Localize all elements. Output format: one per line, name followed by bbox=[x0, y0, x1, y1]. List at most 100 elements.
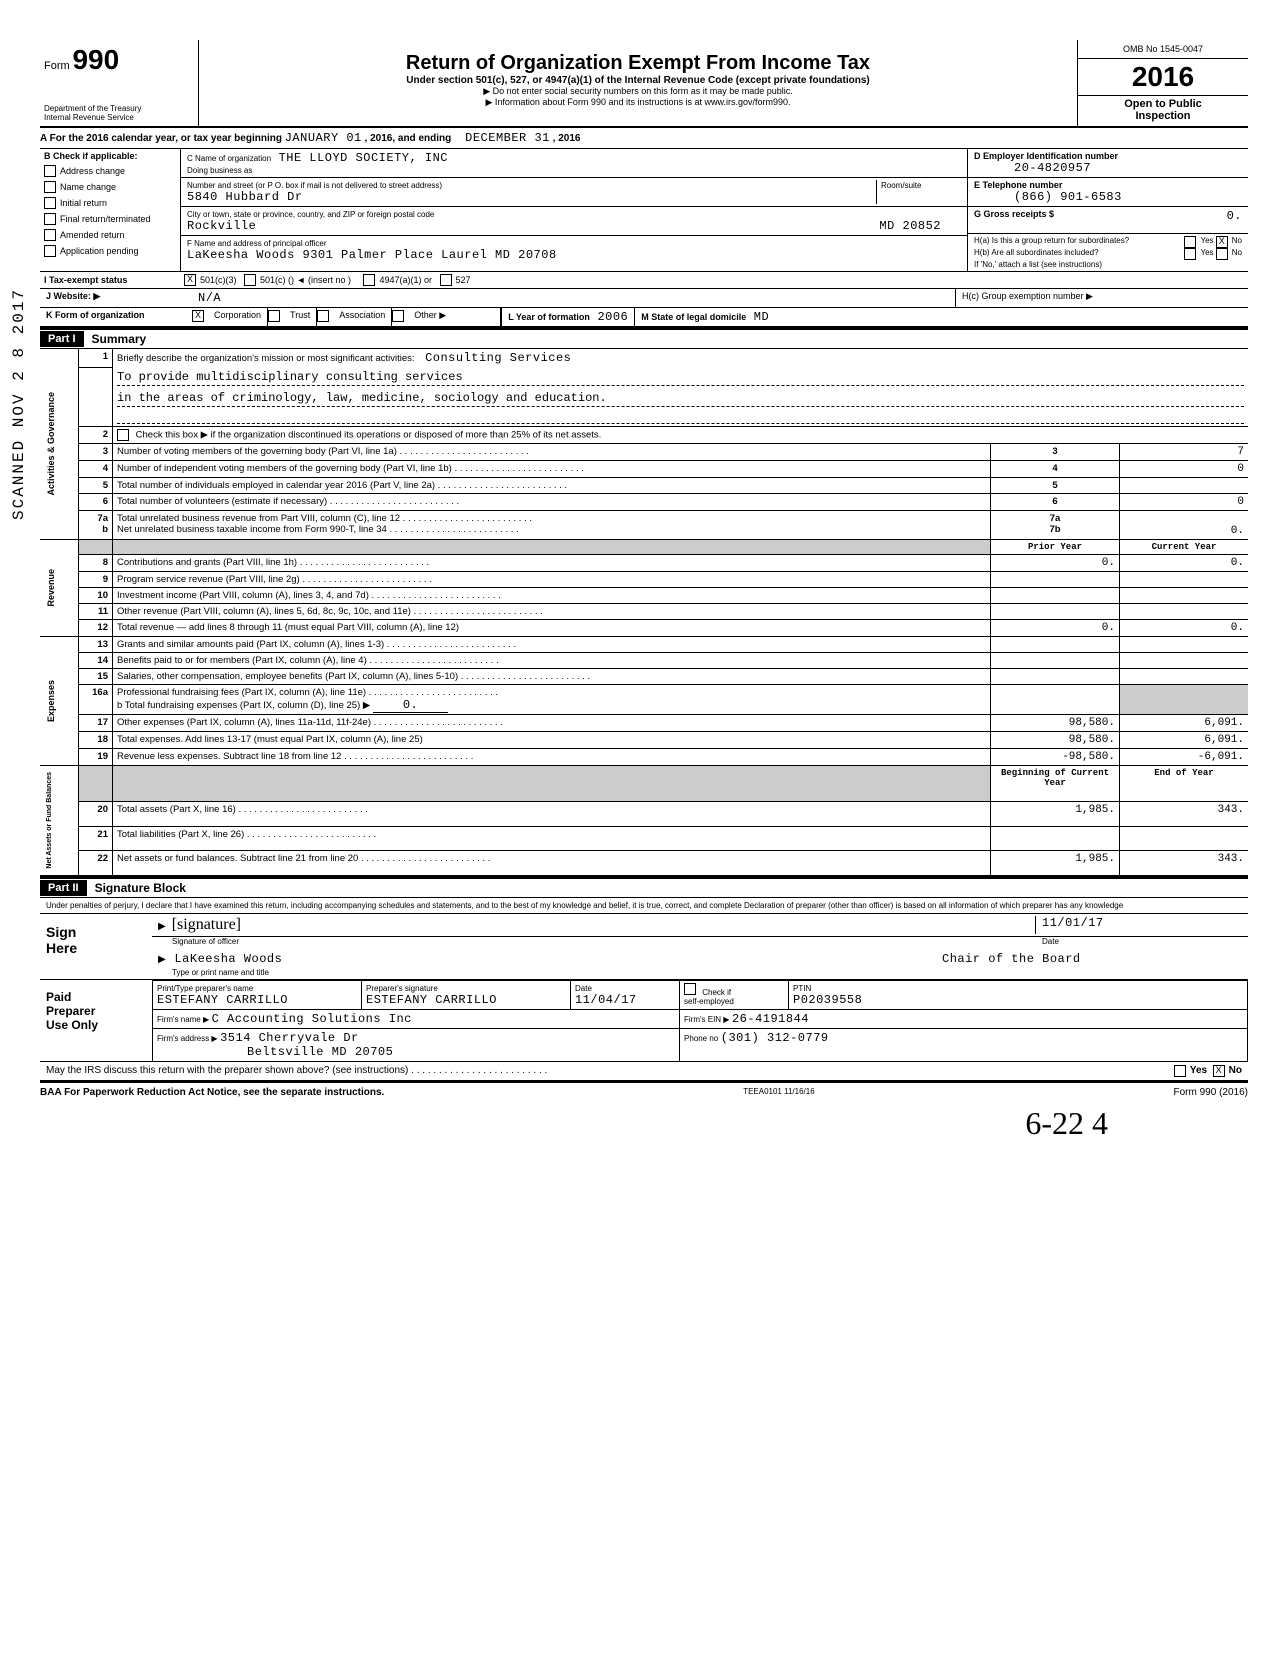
beg-year-hdr: Beginning of Current Year bbox=[991, 766, 1120, 802]
side-activities: Activities & Governance bbox=[44, 388, 58, 500]
sign-date: 11/01/17 bbox=[1042, 916, 1104, 930]
side-netassets: Net Assets or Fund Balances bbox=[44, 768, 55, 873]
line3: Number of voting members of the governin… bbox=[117, 446, 397, 457]
ha-label: H(a) Is this a group return for subordin… bbox=[974, 236, 1184, 248]
footer: BAA For Paperwork Reduction Act Notice, … bbox=[40, 1082, 1248, 1102]
hb-yes-chk[interactable] bbox=[1184, 248, 1196, 260]
discuss-no-chk[interactable]: X bbox=[1213, 1065, 1225, 1077]
v6: 0 bbox=[1120, 494, 1249, 511]
irs-discuss-row: May the IRS discuss this return with the… bbox=[40, 1062, 1248, 1082]
right-info-block: D Employer Identification number 20-4820… bbox=[967, 149, 1248, 271]
m-label: M State of legal domicile bbox=[641, 312, 746, 322]
chk-initial-return[interactable]: Initial return bbox=[40, 195, 180, 211]
header-right: OMB No 1545-0047 2016 Open to Public Ins… bbox=[1077, 40, 1248, 126]
b-header: B Check if applicable: bbox=[40, 149, 180, 163]
header-left: Form 990 Department of the Treasury Inte… bbox=[40, 40, 199, 126]
501c-chk[interactable] bbox=[244, 274, 256, 286]
part-i-header: Part I Summary bbox=[40, 328, 1248, 349]
v7b: 0. bbox=[1231, 525, 1244, 537]
form-990-page: SCANNED NOV 2 8 2017 Form 990 Department… bbox=[40, 40, 1248, 1102]
ein-value: 20-4820957 bbox=[974, 161, 1091, 175]
501c3-chk[interactable]: X bbox=[184, 274, 196, 286]
paid-preparer-block: Paid Preparer Use Only Print/Type prepar… bbox=[40, 980, 1248, 1062]
officer-signature[interactable]: [signature] bbox=[158, 916, 1035, 934]
row-i-exempt-status: I Tax-exempt status X501(c)(3) 501(c) ( … bbox=[40, 272, 1248, 289]
line6: Total number of volunteers (estimate if … bbox=[117, 496, 327, 507]
row-a-tax-year: A For the 2016 calendar year, or tax yea… bbox=[40, 128, 1248, 149]
4947-chk[interactable] bbox=[363, 274, 375, 286]
side-expenses: Expenses bbox=[44, 676, 58, 726]
phone-value: (866) 901-6583 bbox=[974, 190, 1122, 204]
check-if-applicable: B Check if applicable: Address change Na… bbox=[40, 149, 181, 271]
trust-chk[interactable] bbox=[268, 310, 280, 322]
other-chk[interactable] bbox=[392, 310, 404, 322]
part-i-title: Summary bbox=[84, 330, 155, 348]
header-center: Return of Organization Exempt From Incom… bbox=[199, 40, 1077, 126]
firm-addr: 3514 Cherryvale Dr bbox=[220, 1031, 359, 1045]
k-label: K Form of organization bbox=[40, 308, 192, 326]
hb-note: If 'No,' attach a list (see instructions… bbox=[974, 260, 1242, 269]
footer-right: Form 990 (2016) bbox=[1174, 1087, 1248, 1098]
part-ii-badge: Part II bbox=[40, 880, 87, 896]
tax-year-end: DECEMBER 31 bbox=[465, 131, 550, 145]
form-word: Form bbox=[44, 60, 70, 72]
sig-label: Signature of officer bbox=[172, 937, 1042, 946]
scanned-stamp: SCANNED NOV 2 8 2017 bbox=[10, 288, 28, 520]
city-label: City or town, state or province, country… bbox=[187, 210, 434, 219]
row-j-website: J Website: ▶ N/A H(c) Group exemption nu… bbox=[40, 289, 1248, 308]
line1-label: Briefly describe the organization's miss… bbox=[117, 353, 415, 364]
sign-here-block: Sign Here [signature] 11/01/17 Signature… bbox=[40, 914, 1248, 980]
mission-line2: in the areas of criminology, law, medici… bbox=[117, 390, 1244, 407]
dba-label: Doing business as bbox=[187, 166, 252, 175]
form-subtitle: Under section 501(c), 527, or 4947(a)(1)… bbox=[209, 75, 1067, 86]
form-header: Form 990 Department of the Treasury Inte… bbox=[40, 40, 1248, 128]
chk-name-change[interactable]: Name change bbox=[40, 179, 180, 195]
omb-number: OMB No 1545-0047 bbox=[1078, 40, 1248, 59]
firm-name: C Accounting Solutions Inc bbox=[212, 1012, 412, 1026]
line2: Check this box ▶ if the organization dis… bbox=[136, 430, 602, 441]
corp-chk[interactable]: X bbox=[192, 310, 204, 322]
row-a-label: A For the 2016 calendar year, or tax yea… bbox=[40, 133, 282, 144]
entity-info-block: B Check if applicable: Address change Na… bbox=[40, 149, 1248, 272]
row-a-mid: , 2016, and ending bbox=[365, 133, 452, 144]
tax-year-begin: JANUARY 01 bbox=[285, 131, 362, 145]
part-i-badge: Part I bbox=[40, 331, 84, 347]
state-zip: MD 20852 bbox=[879, 219, 941, 233]
officer-name: LaKeesha Woods bbox=[174, 952, 282, 966]
side-revenue: Revenue bbox=[44, 565, 58, 611]
name-label: Type or print name and title bbox=[152, 968, 1248, 979]
dept-treasury: Department of the Treasury Internal Reve… bbox=[44, 104, 194, 122]
addr-label: Number and street (or P O. box if mail i… bbox=[187, 181, 442, 190]
v4: 0 bbox=[1120, 461, 1249, 478]
chk-app-pending[interactable]: Application pending bbox=[40, 243, 180, 259]
discuss-yes-chk[interactable] bbox=[1174, 1065, 1186, 1077]
chk-address-change[interactable]: Address change bbox=[40, 163, 180, 179]
street-address: 5840 Hubbard Dr bbox=[187, 190, 303, 204]
hb-no-chk[interactable] bbox=[1216, 248, 1228, 260]
chk-amended[interactable]: Amended return bbox=[40, 227, 180, 243]
line7a: Total unrelated business revenue from Pa… bbox=[117, 513, 400, 524]
line4: Number of independent voting members of … bbox=[117, 463, 452, 474]
f-label: F Name and address of principal officer bbox=[187, 239, 326, 248]
ha-yes-chk[interactable] bbox=[1184, 236, 1196, 248]
tax-year: 2016 bbox=[1078, 59, 1248, 96]
g-label: G Gross receipts $ bbox=[974, 209, 1054, 231]
527-chk[interactable] bbox=[440, 274, 452, 286]
date-label: Date bbox=[1042, 937, 1242, 946]
part-ii-title: Signature Block bbox=[87, 879, 194, 897]
hc-label: H(c) Group exemption number ▶ bbox=[955, 289, 1248, 307]
open-to-public: Open to Public Inspection bbox=[1078, 96, 1248, 124]
assoc-chk[interactable] bbox=[317, 310, 329, 322]
chk-final-return[interactable]: Final return/terminated bbox=[40, 211, 180, 227]
room-label: Room/suite bbox=[881, 181, 921, 190]
i-label: I Tax-exempt status bbox=[44, 275, 184, 285]
footer-left: BAA For Paperwork Reduction Act Notice, … bbox=[40, 1087, 384, 1098]
end-year-hdr: End of Year bbox=[1120, 766, 1249, 802]
paid-prep-label: Paid Preparer Use Only bbox=[40, 980, 152, 1061]
ha-no-chk[interactable]: X bbox=[1216, 236, 1228, 248]
form-note1: ▶ Do not enter social security numbers o… bbox=[209, 86, 1067, 97]
v5 bbox=[1120, 478, 1249, 494]
preparer-sig: ESTEFANY CARRILLO bbox=[366, 993, 497, 1007]
j-label: J Website: ▶ bbox=[40, 289, 192, 307]
e-label: E Telephone number bbox=[974, 180, 1062, 190]
